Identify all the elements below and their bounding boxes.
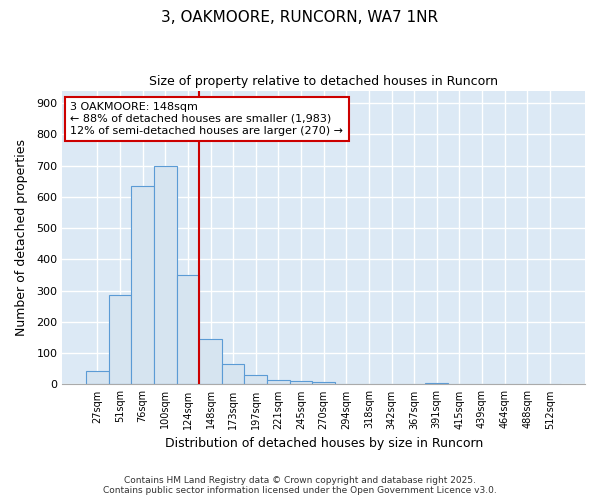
Bar [131, 186, 154, 384]
X-axis label: Distribution of detached houses by size in Runcorn: Distribution of detached houses by size … [164, 437, 483, 450]
Bar [109, 296, 131, 384]
Bar [313, 382, 335, 384]
Bar [222, 364, 244, 384]
Y-axis label: Number of detached properties: Number of detached properties [15, 139, 28, 336]
Bar [290, 382, 313, 384]
Bar [267, 380, 290, 384]
Bar [244, 375, 267, 384]
Bar [199, 339, 222, 384]
Bar [425, 383, 448, 384]
Bar [86, 372, 109, 384]
Title: Size of property relative to detached houses in Runcorn: Size of property relative to detached ho… [149, 75, 498, 88]
Bar [176, 275, 199, 384]
Text: Contains HM Land Registry data © Crown copyright and database right 2025.
Contai: Contains HM Land Registry data © Crown c… [103, 476, 497, 495]
Bar [154, 166, 176, 384]
Text: 3, OAKMOORE, RUNCORN, WA7 1NR: 3, OAKMOORE, RUNCORN, WA7 1NR [161, 10, 439, 25]
Text: 3 OAKMOORE: 148sqm
← 88% of detached houses are smaller (1,983)
12% of semi-deta: 3 OAKMOORE: 148sqm ← 88% of detached hou… [70, 102, 343, 136]
